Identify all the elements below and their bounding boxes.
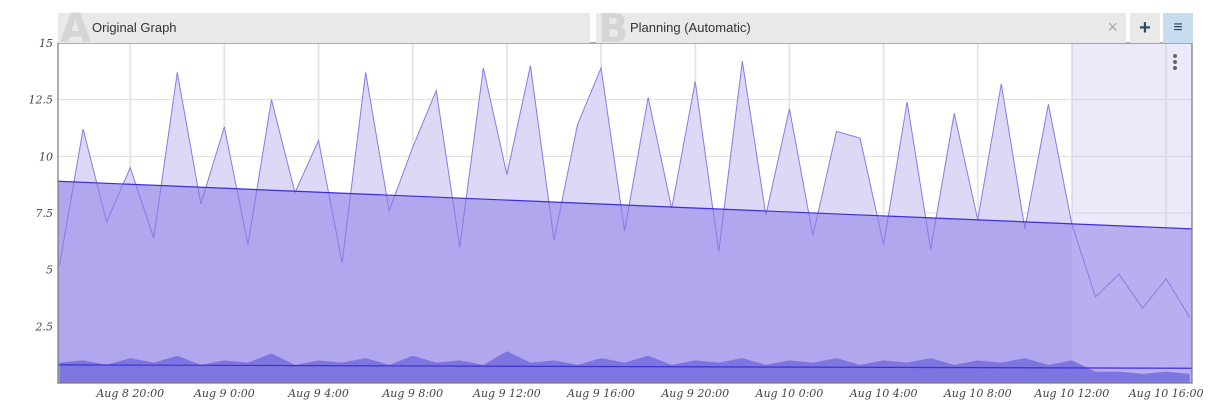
x-tick-label: Aug 10 16:00	[1128, 387, 1204, 400]
x-tick-label: Aug 10 4:00	[849, 387, 918, 400]
x-tick-label: Aug 9 8:00	[381, 387, 443, 400]
plus-icon: +	[1139, 16, 1151, 39]
tab-letter: A	[60, 6, 91, 52]
x-tick-label: Aug 9 20:00	[660, 387, 729, 400]
trend-area	[58, 181, 1192, 383]
x-tick-label: Aug 10 8:00	[943, 387, 1012, 400]
y-tick-label: 5	[46, 264, 53, 277]
series-line	[59, 61, 1191, 318]
forecast-region	[1071, 43, 1192, 383]
y-tick-label: 15	[39, 37, 53, 50]
add-button[interactable]: +	[1130, 13, 1160, 43]
menu-button[interactable]: ≡	[1163, 13, 1193, 43]
hamburger-menu-icon: ≡	[1173, 19, 1183, 36]
tab-label: Planning (Automatic)	[630, 20, 751, 35]
tab-letter: B	[598, 6, 629, 52]
vertical-ellipsis-icon	[1173, 54, 1177, 70]
tab-original-graph[interactable]: A Original Graph	[58, 9, 590, 49]
x-tick-label: Aug 9 16:00	[566, 387, 635, 400]
x-tick-label: Aug 9 4:00	[287, 387, 349, 400]
tab-planning[interactable]: B Planning (Automatic) ×	[596, 9, 1126, 49]
low-trend-line	[57, 364, 1193, 369]
y-tick-label: 10	[39, 150, 53, 163]
x-tick-label: Aug 9 0:00	[193, 387, 255, 400]
x-tick-label: Aug 8 20:00	[95, 387, 164, 400]
x-tick-label: Aug 10 12:00	[1034, 387, 1110, 400]
y-tick-label: 2.5	[35, 320, 54, 333]
close-icon[interactable]: ×	[1107, 17, 1118, 37]
plot-frame	[57, 42, 1193, 384]
y-tick-label: 12.5	[29, 94, 54, 107]
x-tick-label: Aug 10 0:00	[755, 387, 824, 400]
trend-line	[57, 180, 1193, 230]
chart-options-button[interactable]	[1168, 52, 1182, 74]
axes: 2.5 5 7.5 10 12.5 15 Aug 8 20:00 Aug 9 0:00 Aug …	[29, 37, 1204, 400]
x-tick-label: Aug 9 12:00	[472, 387, 541, 400]
chart-marks	[57, 43, 1193, 384]
tab-label: Original Graph	[92, 20, 177, 35]
y-tick-label: 7.5	[36, 207, 54, 220]
